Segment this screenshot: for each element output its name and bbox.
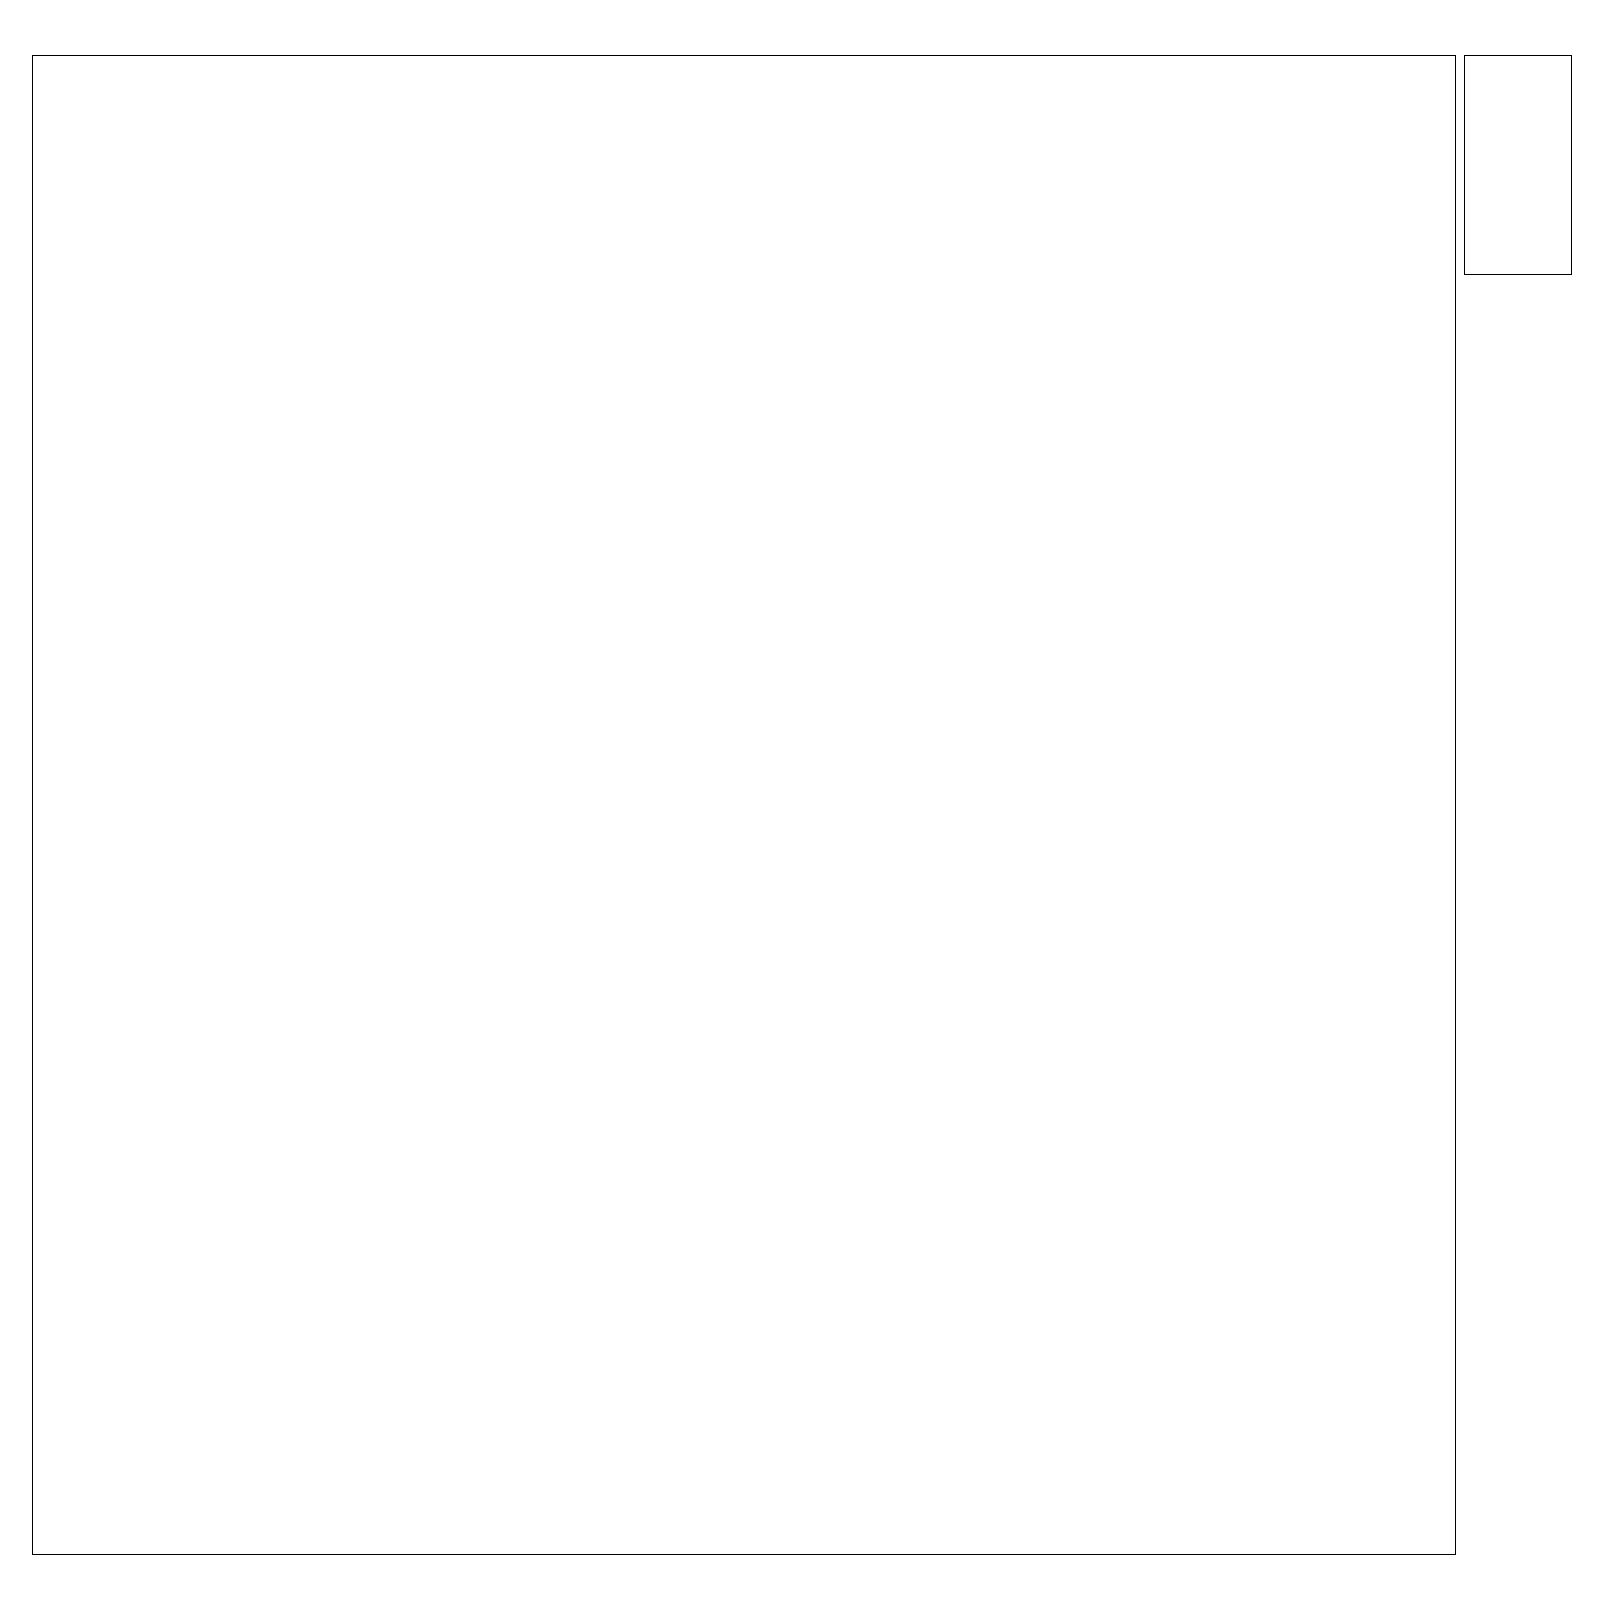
choropleth-map (33, 56, 1457, 1556)
legend (1464, 55, 1572, 275)
map-panel (32, 55, 1456, 1555)
